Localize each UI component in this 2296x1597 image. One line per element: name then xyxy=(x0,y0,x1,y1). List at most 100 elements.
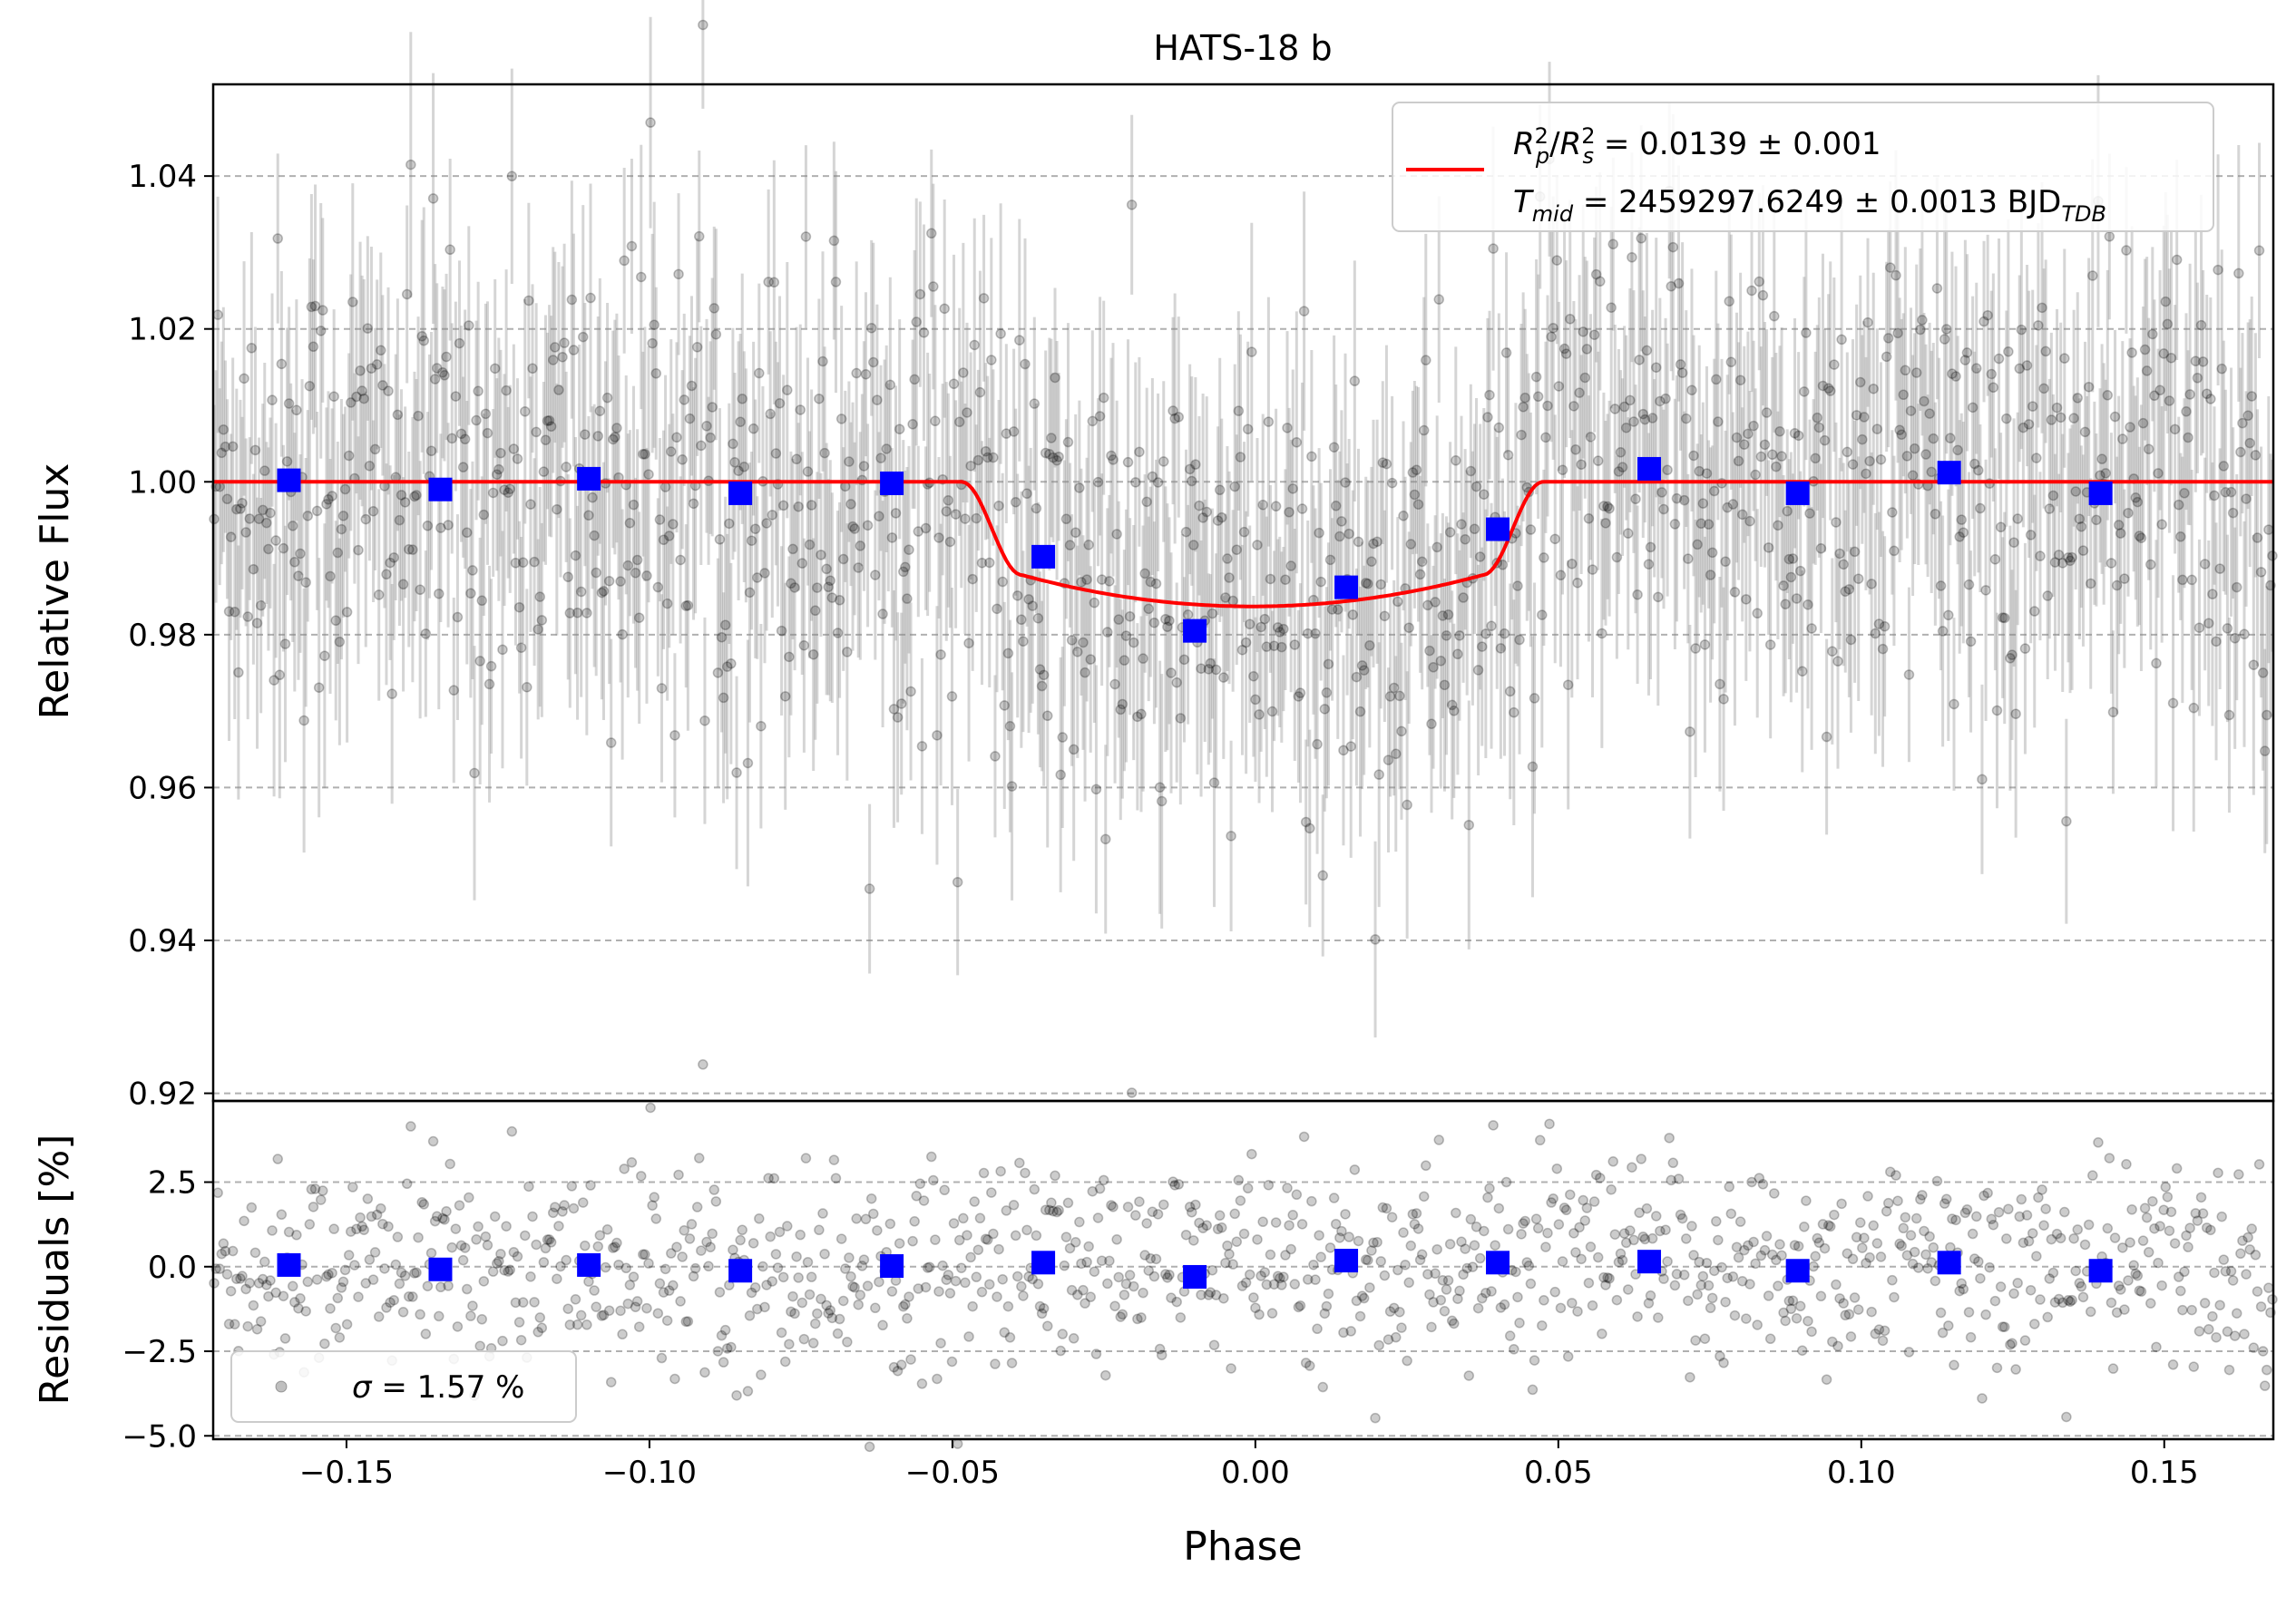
residual-point xyxy=(2139,1203,2151,1214)
flux-point xyxy=(714,534,726,545)
flux-point xyxy=(724,518,735,530)
residual-point xyxy=(1444,1239,1456,1250)
residual-point xyxy=(1980,1309,1991,1320)
flux-point xyxy=(1405,539,1417,550)
flux-point xyxy=(698,19,708,31)
residual-point xyxy=(2044,1273,2056,1284)
residual-point xyxy=(564,1319,576,1330)
residual-point xyxy=(1803,1315,1813,1327)
flux-point xyxy=(403,544,415,555)
residual-point xyxy=(652,1308,664,1319)
residual-point xyxy=(383,1221,394,1232)
flux-point xyxy=(2259,745,2271,756)
y-tick-label: 1.02 xyxy=(128,312,197,348)
flux-point xyxy=(1435,656,1447,667)
flux-point xyxy=(658,534,669,546)
flux-point xyxy=(932,730,943,741)
residual-point xyxy=(441,1206,452,1217)
residual-point xyxy=(2085,1306,2096,1318)
flux-point xyxy=(2195,319,2207,331)
residual-point xyxy=(643,1258,654,1269)
flux-point xyxy=(1514,634,1525,646)
flux-point xyxy=(1857,433,1868,445)
residual-point xyxy=(1248,1292,1259,1303)
residual-point xyxy=(2109,1232,2121,1243)
flux-point xyxy=(1639,414,1651,425)
residual-point xyxy=(888,1361,900,1373)
flux-point xyxy=(534,591,546,602)
residual-point xyxy=(840,1263,851,1274)
flux-point xyxy=(515,642,527,653)
residual-point xyxy=(1428,1297,1439,1308)
flux-point xyxy=(1539,552,1549,563)
flux-point xyxy=(2216,363,2227,375)
flux-point xyxy=(1924,408,1935,419)
residual-point xyxy=(536,1322,548,1334)
flux-point xyxy=(1920,449,1931,460)
flux-point xyxy=(1567,559,1578,570)
residual-point xyxy=(1755,1250,1767,1261)
residual-point xyxy=(1875,1251,1887,1262)
flux-point xyxy=(628,499,640,511)
residual-point xyxy=(986,1187,997,1198)
residual-point xyxy=(842,1337,853,1348)
flux-point xyxy=(2109,411,2121,423)
flux-point xyxy=(1755,451,1767,463)
flux-point xyxy=(941,506,953,517)
flux-point xyxy=(503,487,513,498)
flux-point xyxy=(1347,609,1359,620)
residual-point xyxy=(707,1228,718,1240)
residual-point xyxy=(1433,1134,1444,1145)
y-tick-label: 1.00 xyxy=(128,464,197,501)
flux-point xyxy=(2053,550,2065,560)
flux-point xyxy=(1500,347,1512,358)
residual-point xyxy=(1120,1278,1132,1290)
flux-point xyxy=(330,615,341,627)
residual-point xyxy=(2059,1206,2070,1218)
residual-point xyxy=(1982,1187,1993,1199)
residual-point xyxy=(1064,1242,1076,1254)
flux-point xyxy=(287,521,298,531)
residual-point xyxy=(231,1273,242,1284)
flux-point xyxy=(2197,356,2209,367)
residual-point xyxy=(995,1165,1006,1177)
flux-point xyxy=(1216,511,1227,523)
residual-point xyxy=(2035,1294,2046,1305)
residual-point xyxy=(1300,1358,1312,1368)
flux-point xyxy=(1169,413,1180,424)
residual-point xyxy=(812,1308,823,1319)
residual-point xyxy=(1141,1218,1152,1229)
residual-point xyxy=(1898,1222,1910,1234)
flux-point xyxy=(265,507,276,519)
residual-point xyxy=(562,1303,573,1314)
flux-point xyxy=(1600,518,1611,529)
binned-residual-marker xyxy=(2088,1259,2113,1283)
flux-point xyxy=(1945,433,1956,443)
flux-point xyxy=(1623,528,1634,539)
residual-point xyxy=(1620,1237,1632,1249)
flux-point xyxy=(328,391,339,402)
residual-point xyxy=(1512,1291,1523,1303)
residual-point xyxy=(1997,1321,2008,1332)
residual-point xyxy=(1280,1250,1291,1261)
flux-point xyxy=(366,363,377,374)
flux-point xyxy=(1295,687,1306,698)
flux-point xyxy=(1120,630,1132,641)
flux-point xyxy=(1476,641,1488,652)
residual-point xyxy=(570,1294,581,1305)
flux-point xyxy=(469,767,480,779)
flux-point xyxy=(1551,255,1563,266)
residual-point xyxy=(561,1254,572,1266)
residual-point xyxy=(2209,1267,2220,1279)
flux-point xyxy=(767,510,778,521)
flux-point xyxy=(907,419,918,430)
flux-point xyxy=(2113,520,2125,531)
flux-point xyxy=(816,550,826,560)
flux-point xyxy=(950,509,962,520)
residual-point xyxy=(1655,1225,1666,1237)
residual-point xyxy=(789,1308,800,1319)
residual-point xyxy=(1567,1298,1578,1309)
flux-point xyxy=(1963,579,1975,590)
residual-point xyxy=(1418,1191,1430,1203)
residual-point xyxy=(457,1254,469,1266)
